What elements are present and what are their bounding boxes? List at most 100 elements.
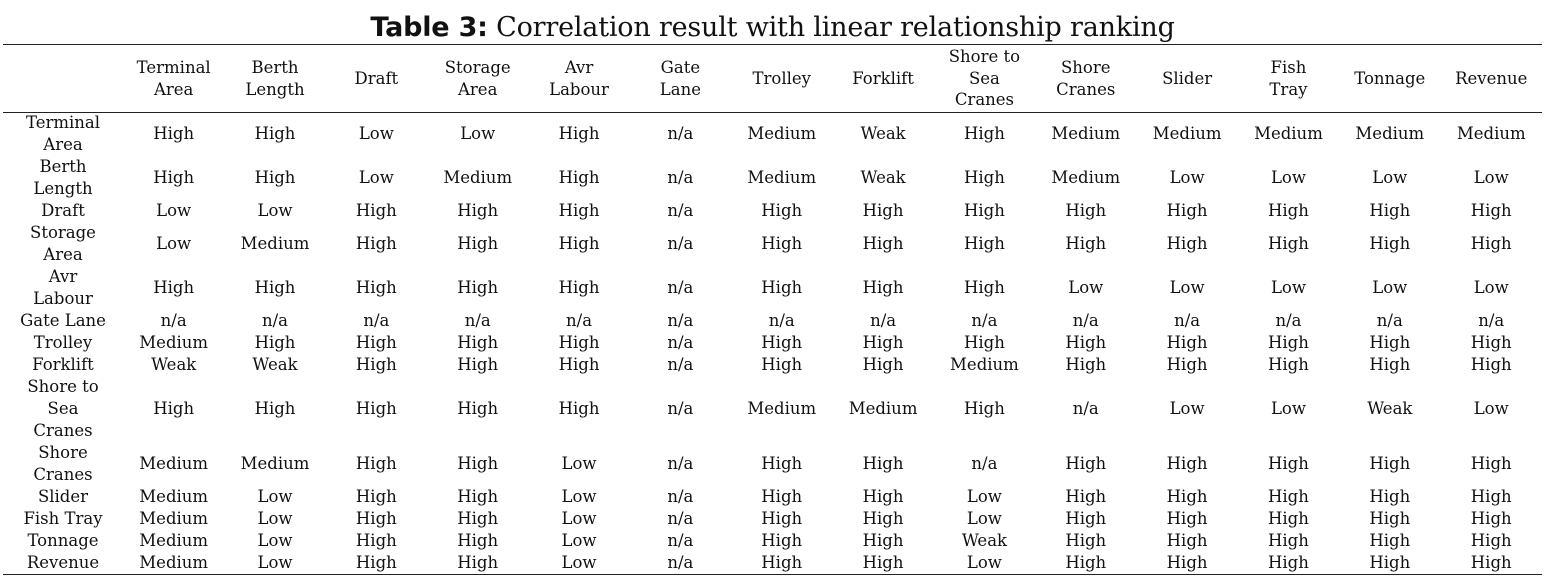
row-header-line: Area (43, 245, 83, 264)
column-header: Avr Labour (528, 45, 629, 112)
table-cell: High (1065, 201, 1107, 220)
row-header-line: Shore (38, 443, 88, 462)
column-header-line: Trolley (752, 68, 811, 88)
row-header-line: Shore to (27, 377, 99, 396)
column-header: Forklift (832, 45, 933, 112)
table-cell: High (1065, 355, 1107, 374)
table-cell: Low (966, 487, 1002, 506)
table-cell: High (1166, 509, 1208, 528)
table-cell: High (457, 531, 499, 550)
table-cell: High (1369, 333, 1411, 352)
table-row: Shore Cranes Medium Medium High High Low n/a Hig… (3, 442, 1542, 486)
table-cell: n/a (667, 509, 694, 528)
table-cell: High (1470, 509, 1512, 528)
row-header: Avr Labour (3, 266, 123, 310)
column-header-line: Cranes (1056, 79, 1116, 99)
table-cell: High (761, 553, 803, 572)
table-cell: High (1470, 531, 1512, 550)
table-cell: High (558, 124, 600, 143)
table-cell: n/a (667, 278, 694, 297)
table-cell: High (457, 355, 499, 374)
table-caption-label: Table 3: (370, 12, 488, 43)
table-cell: Low (966, 553, 1002, 572)
table-cell: Medium (848, 399, 918, 418)
row-header-line: Trolley (33, 333, 93, 352)
table-cell: n/a (971, 454, 998, 473)
table-cell: Weak (860, 168, 906, 187)
table-cell: Low (257, 509, 293, 528)
table-cell: Weak (860, 124, 906, 143)
table-cell: Low (257, 531, 293, 550)
table-cell: Low (1068, 278, 1104, 297)
table-cell: Low (156, 234, 192, 253)
table-cell: High (558, 333, 600, 352)
table-cell: High (761, 201, 803, 220)
table-cell: Low (1169, 168, 1205, 187)
column-header-line: Draft (354, 68, 399, 88)
table-cell: Low (1473, 278, 1509, 297)
top-rule (3, 44, 1542, 45)
row-header-line: Tonnage (27, 531, 99, 550)
table-cell: High (761, 509, 803, 528)
row-header: Shore Cranes (3, 442, 123, 486)
row-header: Fish Tray (3, 508, 123, 530)
table-cell: Medium (1051, 168, 1121, 187)
table-cell: High (1470, 234, 1512, 253)
row-header-line: Fish Tray (23, 509, 103, 528)
row-header-line: Berth (39, 157, 87, 176)
table-caption: Table 3: Correlation result with linear … (0, 10, 1545, 46)
table-cell: High (1065, 531, 1107, 550)
column-header-line: Storage (444, 58, 511, 77)
table-cell: High (558, 201, 600, 220)
table-cell: High (457, 234, 499, 253)
table-cell: High (558, 399, 600, 418)
table-row: Terminal Area High High Low Low High n/a Medium W… (3, 112, 1542, 156)
row-header-line: Area (43, 135, 83, 154)
column-header: Gate Lane (630, 45, 731, 112)
table-row: Draft Low Low High High High n/a High High High Hi… (3, 200, 1542, 222)
bottom-rule (3, 574, 1542, 575)
table-cell: High (862, 278, 904, 297)
column-header: Draft (326, 45, 427, 112)
column-header-line: Shore to (948, 47, 1021, 67)
column-header-line: Tonnage (1354, 68, 1426, 88)
table-cell: High (558, 355, 600, 374)
table-cell: n/a (667, 531, 694, 550)
table-cell: High (963, 234, 1005, 253)
table-row: Tonnage Medium Low High High Low n/a High High We… (3, 530, 1542, 552)
table-cell: High (1268, 201, 1309, 220)
table-cell: n/a (1174, 311, 1201, 330)
table-cell: High (1166, 454, 1208, 473)
column-header-line: Gate (660, 58, 701, 77)
table-cell: High (254, 333, 296, 352)
table-cell: n/a (1072, 311, 1099, 330)
table-cell: Low (561, 509, 597, 528)
table-cell: High (1268, 454, 1309, 473)
table-cell: High (761, 531, 803, 550)
table-cell: n/a (667, 201, 694, 220)
table-cell: High (1166, 234, 1208, 253)
table-cell: n/a (667, 355, 694, 374)
table-cell: High (862, 355, 904, 374)
column-header-line: Berth (251, 58, 299, 77)
table-cell: High (1369, 553, 1411, 572)
table-cell: n/a (363, 311, 390, 330)
table-cell: High (963, 278, 1005, 297)
row-header: Berth Length (3, 156, 123, 200)
corner-cell (3, 45, 123, 112)
table-cell: n/a (667, 399, 694, 418)
column-header: Tonnage (1339, 45, 1440, 112)
table-cell: High (254, 124, 296, 143)
table-cell: n/a (667, 487, 694, 506)
table-row: Fish Tray Medium Low High High Low n/a High High… (3, 508, 1542, 530)
column-header: Terminal Area (123, 45, 224, 112)
table-cell: Medium (139, 454, 209, 473)
row-header-line: Gate Lane (20, 311, 106, 330)
table-cell: Weak (961, 531, 1008, 550)
table-cell: Medium (139, 487, 209, 506)
table-cell: Low (561, 553, 597, 572)
table-cell: High (1268, 509, 1309, 528)
column-header: Fish Tray (1238, 45, 1339, 112)
column-header: Berth Length (224, 45, 325, 112)
row-header: Forklift (3, 354, 123, 376)
